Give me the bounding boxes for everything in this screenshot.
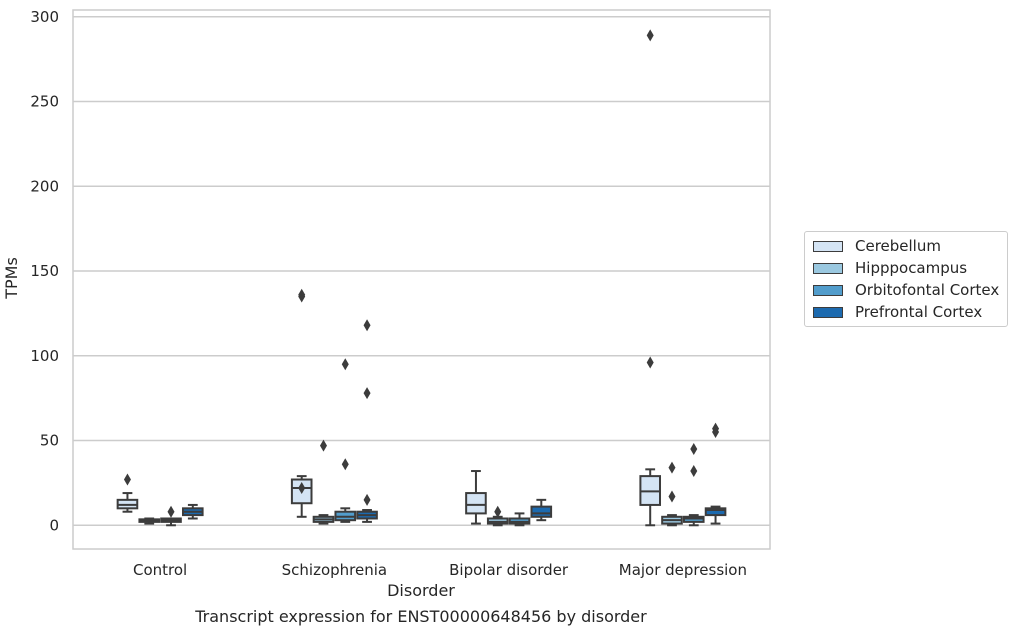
outlier-point bbox=[167, 505, 175, 518]
legend-item-orbitofrontal: Orbitofontal Cortex bbox=[813, 280, 999, 300]
outlier-point bbox=[319, 439, 327, 452]
x-tick-label: Bipolar disorder bbox=[449, 561, 569, 579]
legend-item-cerebellum: Cerebellum bbox=[813, 236, 941, 256]
legend-swatch bbox=[813, 306, 843, 318]
box-group bbox=[312, 439, 335, 525]
outlier-point bbox=[298, 481, 306, 494]
box-group bbox=[704, 422, 727, 525]
box-group bbox=[465, 470, 487, 525]
outlier-point bbox=[363, 319, 371, 332]
x-axis-ticks: Control Schizophrenia Bipolar disorder Majo… bbox=[133, 561, 747, 579]
outlier-point bbox=[341, 358, 349, 371]
legend-label: Hipppocampus bbox=[855, 259, 968, 277]
outlier-point bbox=[668, 461, 676, 474]
legend-label: Cerebellum bbox=[855, 237, 941, 255]
box-group bbox=[356, 319, 378, 523]
outlier-point bbox=[363, 493, 371, 506]
y-tick-label: 200 bbox=[30, 177, 59, 195]
outlier-point bbox=[668, 490, 676, 503]
x-axis-label: Disorder bbox=[387, 581, 455, 600]
legend-swatch bbox=[813, 240, 843, 252]
box-group bbox=[160, 505, 182, 527]
legend: Cerebellum Hipppocampus Orbitofontal Cor… bbox=[804, 231, 1008, 327]
y-tick-label: 300 bbox=[30, 8, 59, 26]
box-group bbox=[682, 442, 705, 527]
legend-item-hippocampus: Hipppocampus bbox=[813, 258, 967, 278]
outlier-point bbox=[646, 356, 654, 369]
legend-label: Prefrontal Cortex bbox=[855, 303, 983, 321]
box-group bbox=[116, 473, 139, 513]
outlier-point bbox=[494, 505, 502, 518]
box bbox=[704, 507, 727, 517]
x-tick-label: Schizophrenia bbox=[282, 561, 387, 579]
y-tick-label: 50 bbox=[40, 432, 59, 450]
y-tick-label: 150 bbox=[30, 262, 59, 280]
boxes bbox=[116, 29, 727, 527]
box-group bbox=[661, 461, 683, 527]
legend-item-prefrontal: Prefrontal Cortex bbox=[813, 302, 982, 322]
gridlines bbox=[73, 16, 770, 527]
outlier-point bbox=[690, 465, 698, 478]
x-tick-label: Major depression bbox=[619, 561, 747, 579]
outlier-point bbox=[363, 387, 371, 400]
y-tick-label: 250 bbox=[30, 93, 59, 111]
outlier-point bbox=[298, 288, 306, 301]
y-axis-label: TPMs bbox=[2, 257, 21, 300]
box-group bbox=[181, 503, 204, 520]
x-tick-label: Control bbox=[133, 561, 187, 579]
box-group bbox=[639, 29, 662, 527]
outlier-point bbox=[690, 442, 698, 455]
y-tick-label: 100 bbox=[30, 347, 59, 365]
box-group bbox=[530, 498, 553, 522]
y-tick-label: 0 bbox=[49, 516, 59, 534]
box-group bbox=[138, 517, 161, 525]
plot-frame bbox=[72, 9, 771, 550]
box-group bbox=[508, 512, 531, 527]
outlier-point bbox=[341, 458, 349, 471]
y-axis-ticks: 0 50 100 150 200 250 300 bbox=[30, 8, 59, 534]
outlier-point bbox=[646, 29, 654, 42]
outlier-point bbox=[712, 422, 720, 435]
chart-title: Transcript expression for ENST0000064845… bbox=[194, 607, 647, 626]
legend-swatch bbox=[813, 262, 843, 274]
legend-label: Orbitofontal Cortex bbox=[855, 281, 1000, 299]
legend-swatch bbox=[813, 284, 843, 296]
box-group bbox=[290, 288, 313, 518]
outlier-point bbox=[123, 473, 131, 486]
box-group bbox=[486, 505, 509, 527]
box bbox=[530, 505, 553, 518]
box-group bbox=[334, 358, 357, 523]
box bbox=[465, 492, 487, 515]
